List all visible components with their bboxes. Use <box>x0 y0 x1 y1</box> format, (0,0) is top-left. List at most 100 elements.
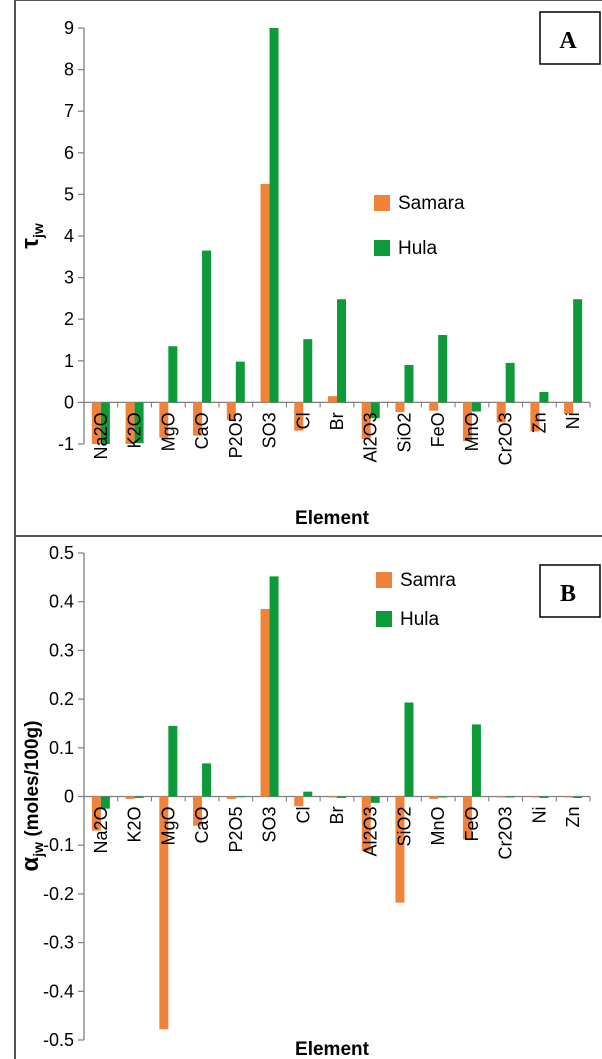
bar-hula-br <box>337 299 346 403</box>
x-tick-label: CaO <box>192 412 212 449</box>
y-tick-label: 0.2 <box>49 689 74 709</box>
x-axis-title: Element <box>295 1039 370 1059</box>
bar-samra-sio2 <box>395 796 405 903</box>
y-tick-label: 0.4 <box>49 592 74 612</box>
bar-samara-feo <box>429 402 439 411</box>
x-tick-label: K2O <box>125 412 145 448</box>
bar-samara-ni <box>564 402 574 415</box>
bar-hula-mgo <box>168 346 178 403</box>
x-tick-label: MnO <box>462 412 482 451</box>
bar-hula-so3 <box>269 28 279 403</box>
y-tick-label: 4 <box>64 226 74 246</box>
legend-swatch-samra <box>376 572 392 588</box>
bar-samra-ni <box>530 796 540 798</box>
bar-samra-br <box>328 796 337 798</box>
panel-label: B <box>560 581 576 607</box>
bar-hula-al2o3 <box>370 796 380 803</box>
x-tick-label: Al2O3 <box>361 412 381 462</box>
bar-samara-al2o3 <box>361 402 371 440</box>
bar-hula-mno <box>471 402 481 412</box>
legend-swatch-hula <box>374 240 390 256</box>
bar-hula-mno <box>438 796 448 798</box>
x-tick-label: Br <box>327 412 347 430</box>
legend-label-hula: Hula <box>398 238 438 259</box>
bar-hula-cao <box>202 250 212 403</box>
bar-samara-cl <box>294 402 304 431</box>
bar-hula-feo <box>438 335 448 403</box>
bar-hula-cao <box>202 763 212 797</box>
y-tick-label: 0.1 <box>49 738 74 758</box>
y-tick-label: -0.4 <box>43 981 74 1001</box>
x-tick-label: K2O <box>125 807 145 843</box>
bar-hula-sio2 <box>404 364 414 403</box>
bar-samara-so3 <box>260 184 270 403</box>
x-tick-label: SiO2 <box>394 807 414 847</box>
bar-samara-sio2 <box>395 402 405 412</box>
panel-a-frame <box>14 0 602 537</box>
bar-hula-na2o <box>100 402 110 444</box>
bar-samara-na2o <box>91 402 101 444</box>
bar-samara-p2o5 <box>226 402 236 420</box>
bar-hula-ni <box>573 299 583 403</box>
panel-label-box <box>539 11 601 65</box>
bar-samara-br <box>328 396 337 403</box>
bar-samara-cr2o3 <box>496 402 506 423</box>
bar-samara-k2o <box>125 402 135 444</box>
bar-samara-mno <box>462 402 472 442</box>
y-tick-label: 9 <box>64 18 74 38</box>
bar-hula-sio2 <box>404 702 414 797</box>
chart-a: -1 0 1 2 3 4 5 6 7 8 9 Na2O K2O MgO CaO P2O5 SO3 Cl Br Al2O… <box>17 11 601 529</box>
bar-hula-mgo <box>168 725 178 797</box>
bar-samra-zn <box>564 796 574 798</box>
bar-hula-cr2o3 <box>505 796 515 798</box>
bar-hula-na2o <box>100 796 110 809</box>
x-tick-label: MnO <box>428 807 448 846</box>
bar-samra-cr2o3 <box>496 796 506 798</box>
bar-hula-so3 <box>269 576 279 797</box>
x-tick-label: MgO <box>158 807 178 846</box>
y-tick-label: -0.1 <box>43 835 74 855</box>
x-tick-label: Br <box>327 806 347 824</box>
x-axis-title: Element <box>295 508 370 529</box>
y-tick-label: -0.3 <box>43 933 74 953</box>
bar-samra-mgo <box>159 796 169 1030</box>
bar-hula-p2o5 <box>235 361 245 403</box>
x-tick-label: P2O5 <box>226 807 246 853</box>
y-tick-label: 1 <box>64 351 74 371</box>
x-tick-label: SiO2 <box>394 412 414 452</box>
x-tick-label: Zn <box>563 807 583 828</box>
bar-hula-k2o <box>134 796 144 798</box>
bar-hula-feo <box>471 724 481 797</box>
y-tick-label: 0.5 <box>49 543 74 563</box>
x-tick-label: P2O5 <box>226 412 246 458</box>
x-tick-label: Na2O <box>91 807 111 854</box>
x-tick-label: Cl <box>293 807 313 824</box>
bar-hula-al2o3 <box>370 402 380 419</box>
y-tick-label: -0.2 <box>43 884 74 904</box>
x-tick-label: Cr2O3 <box>496 412 516 465</box>
y-tick-label: 2 <box>64 309 74 329</box>
bar-hula-br <box>337 796 346 798</box>
x-tick-label: FeO <box>462 807 482 842</box>
y-tick-label: 7 <box>64 101 74 121</box>
legend-label-hula: Hula <box>400 609 440 630</box>
y-axis-title: τjw <box>17 223 46 249</box>
bar-samra-feo <box>462 796 472 840</box>
bar-samra-al2o3 <box>361 796 371 852</box>
bar-hula-cl <box>303 339 313 403</box>
y-tick-label: -0.5 <box>43 1030 74 1050</box>
bar-samra-mno <box>429 796 439 799</box>
y-tick-label: 5 <box>64 184 74 204</box>
y-tick-label: -1 <box>58 434 74 454</box>
bar-samara-cao <box>193 402 203 436</box>
legend-swatch-samara <box>374 195 390 211</box>
y-axis-title: αjw (moles/100g) <box>17 721 46 872</box>
bar-hula-zn <box>539 392 549 403</box>
chart-b: -0.5 -0.4 -0.3 -0.2 -0.1 0 0.1 0.2 0.3 0.4 0.5 Na2O… <box>17 543 601 1059</box>
y-tick-label: 6 <box>64 143 74 163</box>
x-tick-label: Ni <box>563 412 583 429</box>
bar-hula-k2o <box>134 402 144 444</box>
x-tick-label: Zn <box>529 412 549 433</box>
x-tick-label: CaO <box>192 807 212 844</box>
